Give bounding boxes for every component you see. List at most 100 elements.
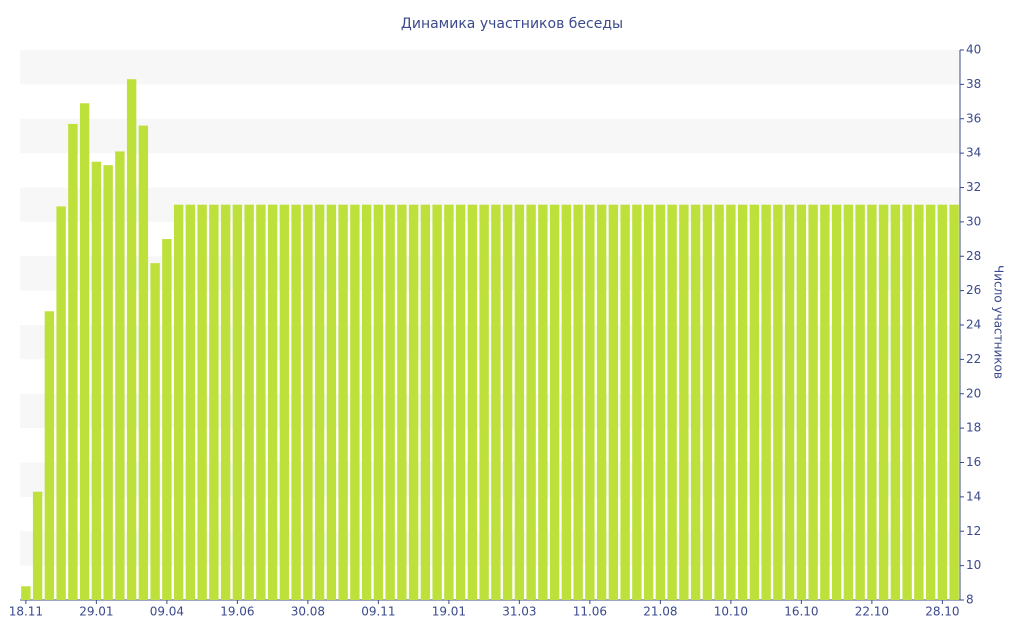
grid-band (20, 531, 960, 566)
bar (314, 204, 325, 600)
bar (632, 204, 642, 600)
grid-band (20, 462, 960, 497)
bar (455, 204, 466, 600)
y-tick-label: 18 (966, 421, 981, 435)
bar (115, 151, 125, 600)
y-tick-label: 10 (966, 558, 981, 572)
bar (620, 204, 630, 600)
bar (397, 204, 407, 600)
bar (56, 206, 66, 600)
bar (373, 204, 384, 600)
bar (867, 204, 877, 600)
x-tick-label: 28.10 (925, 605, 959, 619)
bar (890, 204, 901, 600)
bar (338, 204, 348, 600)
bar (737, 204, 748, 600)
bar (138, 125, 149, 600)
y-tick-label: 22 (966, 352, 981, 366)
bar (467, 204, 478, 600)
bar (209, 204, 219, 600)
y-tick-label: 38 (966, 77, 981, 91)
x-tick-label: 16.10 (784, 605, 818, 619)
bar (749, 204, 760, 600)
bar (173, 204, 184, 600)
bar (350, 204, 360, 600)
bar (514, 204, 525, 600)
bar (643, 204, 654, 600)
bar (773, 204, 783, 600)
grid-band (20, 118, 960, 154)
bar (902, 204, 912, 600)
x-tick-label: 18.11 (9, 605, 43, 619)
bar (502, 204, 513, 600)
bar (479, 204, 489, 600)
bar (667, 204, 677, 600)
bar (220, 204, 231, 600)
y-tick-label: 14 (966, 489, 981, 503)
y-tick-label: 12 (966, 524, 981, 538)
y-tick-label: 40 (966, 43, 981, 57)
bar (573, 204, 583, 600)
bar (491, 204, 501, 600)
bar (185, 204, 196, 600)
bar (420, 204, 431, 600)
bar (44, 311, 55, 600)
bar (726, 204, 736, 600)
bar (808, 204, 818, 600)
bar (150, 263, 160, 600)
bar (256, 204, 266, 600)
bar (408, 204, 419, 600)
bar (538, 204, 548, 600)
x-tick-label: 19.01 (432, 605, 466, 619)
grid-band (20, 50, 960, 85)
bar (855, 204, 865, 600)
chart-title: Динамика участников беседы (401, 16, 623, 32)
bar (232, 204, 243, 600)
y-tick-label: 34 (966, 146, 981, 160)
bar (103, 165, 113, 600)
bar (21, 586, 31, 600)
bar (32, 491, 43, 600)
bar (608, 204, 619, 600)
bar (820, 204, 830, 600)
x-tick-label: 29.01 (79, 605, 113, 619)
bar (702, 204, 713, 600)
bar (549, 204, 560, 600)
bar (279, 204, 290, 600)
bar (79, 103, 90, 600)
bar (291, 204, 301, 600)
grid-band (20, 325, 960, 360)
bar (444, 204, 454, 600)
bar (690, 204, 701, 600)
x-tick-label: 21.08 (643, 605, 677, 619)
bar (303, 204, 313, 600)
bar (914, 204, 924, 600)
y-tick-label: 24 (966, 318, 981, 332)
bar (925, 204, 936, 600)
x-tick-label: 09.11 (361, 605, 395, 619)
y-tick-label: 32 (966, 180, 981, 194)
bar (679, 204, 689, 600)
bar (784, 204, 795, 600)
grid-band (20, 256, 960, 291)
x-tick-label: 22.10 (855, 605, 889, 619)
bar (843, 204, 854, 600)
bar (655, 204, 666, 600)
bar (937, 204, 948, 600)
grid-band (20, 187, 960, 222)
bar (878, 204, 889, 600)
y-axis-label: Число участников (992, 265, 1006, 379)
x-tick-label: 19.06 (220, 605, 254, 619)
y-tick-label: 30 (966, 214, 981, 228)
bar (326, 204, 337, 600)
bar (831, 204, 842, 600)
y-tick-label: 28 (966, 249, 981, 263)
bar (714, 204, 724, 600)
bar (244, 204, 254, 600)
x-tick-label: 30.08 (291, 605, 325, 619)
x-tick-label: 10.10 (714, 605, 748, 619)
bar (796, 204, 807, 600)
bar (526, 204, 536, 600)
bar (197, 204, 207, 600)
grid-band (20, 393, 960, 429)
